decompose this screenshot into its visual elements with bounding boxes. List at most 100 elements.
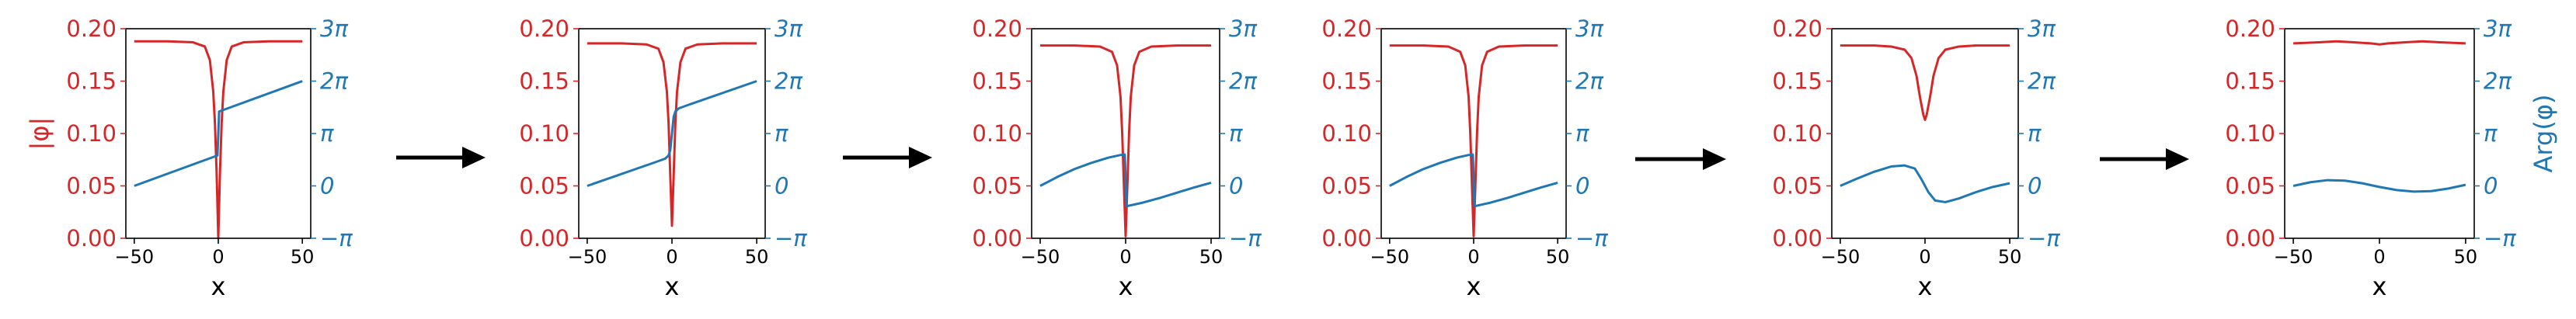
x-tick-label: 0 [2373, 246, 2385, 268]
y-right-tick-label: π [2028, 120, 2042, 147]
x-tick-label: 0 [1919, 246, 1930, 268]
x-tick-label: 50 [291, 246, 315, 268]
y-left-tick-label: 0.20 [2225, 16, 2275, 42]
chart-panel-3: 0.00 0.05 0.10 0.15 0.20 −π 0 π 2π 3π −50 0 50 x [972, 16, 1262, 301]
y-right-tick-label: 0 [1575, 173, 1589, 199]
chart-panel-5: 0.00 0.05 0.10 0.15 0.20 −π 0 π 2π 3π −50 0 50 x [1772, 16, 2060, 301]
x-tick-label: 50 [1546, 246, 1570, 268]
y-right-tick-label: −π [1229, 225, 1262, 251]
x-tick-label: 50 [1998, 246, 2022, 268]
y-left-axis-label: |φ| [25, 117, 54, 151]
phase-line [1039, 153, 1212, 208]
right-arrow-icon [1635, 148, 1726, 170]
x-tick-label: −50 [2274, 246, 2313, 268]
y-right-tick-label: −π [1575, 225, 1608, 251]
y-left-tick-label: 0.15 [972, 68, 1022, 95]
y-left-tick-label: 0.05 [2225, 173, 2275, 199]
y-left-tick-label: 0.10 [1321, 120, 1372, 147]
x-tick-label: −50 [114, 246, 154, 268]
y-right-tick-label: 0 [775, 173, 788, 199]
chart-panel-1: 0.00 0.05 0.10 0.15 0.20 −π 0 π 2π 3π −50 0 50 x |φ| [25, 16, 353, 301]
plot-frame [2284, 28, 2475, 239]
amplitude-line [1389, 44, 1558, 238]
y-right-tick-label: −π [775, 225, 807, 251]
phase-line [1840, 164, 2010, 203]
phase-line [2292, 179, 2466, 193]
x-tick-label: −50 [1021, 246, 1060, 268]
plot-frame [1831, 28, 2019, 239]
x-tick-label: 0 [212, 246, 224, 268]
y-right-tick-label: 2π [775, 68, 802, 95]
y-right-tick-label: −π [2028, 225, 2060, 251]
y-left-tick-label: 0.10 [519, 120, 569, 147]
y-right-tick-label: 0 [2028, 173, 2042, 199]
y-left-tick-label: 0.00 [66, 225, 117, 251]
x-tick-label: 50 [1199, 246, 1224, 268]
y-right-tick-label: 0 [320, 173, 334, 199]
chart-panel-6: 0.00 0.05 0.10 0.15 0.20 −π 0 π 2π 3π −50 0 50 x Arg(φ… [2225, 16, 2558, 301]
y-left-tick-label: 0.00 [1772, 225, 1822, 251]
x-tick-label: 0 [666, 246, 677, 268]
x-axis-label: x [1119, 272, 1133, 301]
y-right-tick-label: π [2484, 120, 2498, 147]
y-right-tick-label: 3π [2484, 16, 2512, 42]
amplitude-line [587, 42, 757, 227]
y-right-tick-label: 3π [320, 16, 348, 42]
y-left-tick-label: 0.15 [2225, 68, 2275, 95]
y-left-tick-label: 0.10 [2225, 120, 2275, 147]
y-left-tick-label: 0.20 [1772, 16, 1822, 42]
phase-line [1389, 153, 1558, 208]
y-right-tick-label: π [320, 120, 334, 147]
y-right-axis-label: Arg(φ) [2529, 95, 2558, 173]
y-left-tick-label: 0.00 [2225, 225, 2275, 251]
right-arrow-icon [396, 147, 486, 168]
y-right-tick-label: π [1229, 120, 1243, 147]
x-axis-label: x [211, 272, 226, 301]
y-left-tick-label: 0.15 [519, 68, 569, 95]
phase-line [587, 80, 757, 187]
y-left-tick-label: 0.05 [1772, 173, 1822, 199]
y-left-tick-label: 0.10 [972, 120, 1022, 147]
y-left-tick-label: 0.05 [66, 173, 117, 199]
y-left-tick-label: 0.00 [1321, 225, 1372, 251]
y-right-tick-label: 2π [320, 68, 348, 95]
amplitude-line [2293, 40, 2466, 46]
y-right-tick-label: 0 [1229, 173, 1243, 199]
y-right-tick-label: 3π [2028, 16, 2056, 42]
x-tick-label: −50 [1821, 246, 1861, 268]
x-tick-label: 0 [1119, 246, 1131, 268]
y-right-tick-label: 2π [2028, 68, 2056, 95]
x-axis-label: x [1918, 272, 1933, 301]
y-left-tick-label: 0.00 [519, 225, 569, 251]
y-left-tick-label: 0.15 [66, 68, 117, 95]
y-right-tick-label: π [775, 120, 788, 147]
y-right-tick-label: π [1575, 120, 1589, 147]
y-left-tick-label: 0.15 [1321, 68, 1372, 95]
y-right-tick-label: 3π [1575, 16, 1603, 42]
y-left-tick-label: 0.20 [1321, 16, 1372, 42]
x-axis-label: x [1467, 272, 1481, 301]
x-tick-label: 0 [1467, 246, 1479, 268]
right-arrow-icon [2100, 148, 2189, 170]
y-right-tick-label: 2π [1575, 68, 1603, 95]
y-right-tick-label: 2π [2484, 68, 2512, 95]
phase-line [134, 80, 303, 187]
x-tick-label: −50 [568, 246, 607, 268]
x-tick-label: 50 [745, 246, 769, 268]
y-right-tick-label: 3π [775, 16, 802, 42]
y-right-tick-label: −π [2484, 225, 2516, 251]
amplitude-line [1040, 44, 1211, 238]
y-left-tick-label: 0.05 [1321, 173, 1372, 199]
y-left-tick-label: 0.20 [66, 16, 117, 42]
y-right-tick-label: −π [320, 225, 353, 251]
right-arrow-icon [843, 147, 932, 168]
y-left-tick-label: 0.10 [1772, 120, 1822, 147]
y-left-tick-label: 0.05 [519, 173, 569, 199]
amplitude-line [1840, 44, 2010, 121]
y-right-tick-label: 3π [1229, 16, 1257, 42]
chart-panel-4: 0.00 0.05 0.10 0.15 0.20 −π 0 π 2π 3π −50 0 50 x [1321, 16, 1608, 301]
y-left-tick-label: 0.10 [66, 120, 117, 147]
x-axis-label: x [2372, 272, 2387, 301]
y-left-tick-label: 0.00 [972, 225, 1022, 251]
